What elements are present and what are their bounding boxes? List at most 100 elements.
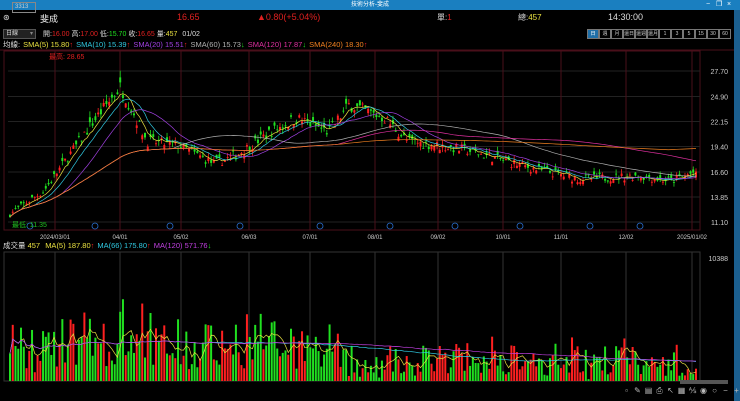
period-button[interactable]: 3 — [671, 29, 683, 39]
history-icon[interactable]: ⊛ — [3, 13, 10, 22]
minimize-button[interactable]: − — [706, 1, 711, 8]
sma-line — [9, 123, 697, 218]
period-button[interactable]: 月 — [611, 29, 623, 39]
period-select[interactable]: 日線 ▾ — [3, 29, 36, 39]
price-volume-chart[interactable]: 27.70 24.90 22.15 19.40 16.60 13.85 11.10 2024/… — [0, 0, 734, 386]
candle-body — [80, 140, 83, 142]
candle-body — [99, 109, 102, 115]
candle-body — [590, 178, 593, 180]
candle-body — [400, 134, 403, 137]
candle-body — [237, 154, 240, 156]
candle-body — [273, 122, 276, 126]
candle-body — [168, 141, 171, 145]
event-marker-icon — [386, 222, 394, 230]
candle-body — [182, 143, 185, 149]
candle-body — [692, 169, 695, 173]
volume-bar — [20, 327, 23, 381]
zoom-in-icon[interactable]: + — [734, 386, 739, 395]
candle-body — [179, 146, 182, 149]
period-button[interactable]: 週 — [599, 29, 611, 39]
cursor-icon[interactable]: ↖ — [667, 386, 674, 395]
candle-body — [650, 181, 653, 183]
restore-button[interactable]: ❐ — [716, 1, 723, 8]
symbol-input[interactable]: 3313 — [12, 2, 36, 13]
indicator-icon[interactable]: ⅍ — [688, 386, 697, 395]
candle-body — [61, 157, 64, 162]
volume-bar — [53, 331, 56, 381]
candle-body — [256, 139, 259, 144]
volume-bar — [593, 354, 596, 381]
vertical-scrollbar[interactable] — [734, 10, 740, 401]
window-title: 技術分析-斐成 — [351, 2, 389, 8]
candle-body — [408, 133, 411, 138]
volume-bar — [199, 358, 202, 381]
horizontal-scrollbar[interactable] — [680, 380, 728, 384]
eye-icon[interactable]: ◉ — [700, 386, 707, 395]
volume-bar — [367, 372, 370, 381]
x-tick-label: 04/01 — [112, 235, 128, 241]
candle-body — [681, 175, 684, 177]
grid-icon[interactable]: ▦ — [677, 386, 686, 395]
period-button[interactable]: 日 — [587, 29, 599, 39]
volume-bar — [262, 349, 265, 381]
candle-body — [75, 140, 78, 145]
volume-bar — [353, 372, 356, 381]
page-icon[interactable]: ▫ — [625, 386, 628, 395]
volume-bar — [290, 328, 293, 381]
period-button[interactable]: 15 — [695, 29, 707, 39]
volume-bar — [143, 357, 146, 381]
volume-bar — [64, 362, 67, 381]
x-tick-label: 05/02 — [173, 235, 189, 241]
period-button[interactable]: 還月 — [647, 29, 659, 39]
volume-max-label: 10388 — [709, 256, 729, 263]
candle-body — [44, 186, 47, 189]
candle-body — [210, 159, 213, 163]
volume-bar — [628, 364, 631, 381]
volume-bar — [80, 336, 83, 381]
candle-body — [471, 147, 474, 149]
x-tick-label: 2025/01/02 — [677, 235, 708, 241]
volume-bar — [210, 325, 213, 381]
x-tick-label: 07/01 — [302, 235, 318, 241]
volume-bar — [28, 350, 31, 381]
volume-bar — [182, 355, 185, 381]
volume-bar — [430, 363, 433, 381]
volume-bar — [94, 337, 97, 381]
volume-bar — [14, 346, 17, 381]
list-icon[interactable]: ▤ — [644, 386, 653, 395]
period-button[interactable]: 還週 — [635, 29, 647, 39]
trend-arrow: ↑ — [126, 40, 131, 49]
candle-body — [50, 181, 53, 183]
print-icon[interactable]: ⎙ — [656, 386, 663, 395]
candle-body — [612, 179, 615, 183]
period-button[interactable]: 5 — [683, 29, 695, 39]
close-button[interactable]: × — [727, 1, 732, 8]
candle-body — [155, 143, 158, 145]
candle-body — [402, 133, 405, 135]
volume-bar — [617, 350, 620, 381]
volume-bar — [427, 350, 430, 381]
volume-bar — [438, 346, 441, 381]
period-button[interactable]: 1 — [659, 29, 671, 39]
candle-body — [113, 96, 116, 98]
candle-body — [22, 202, 25, 204]
volume-bar — [433, 371, 436, 381]
candle-body — [493, 156, 496, 159]
volume-ma-line — [9, 338, 697, 362]
candle-body — [64, 158, 67, 161]
period-button[interactable]: 60 — [719, 29, 731, 39]
candle-body — [91, 123, 94, 126]
volume-bar — [631, 346, 634, 381]
draw-icon[interactable]: ✎ — [634, 386, 641, 395]
candle-body — [108, 101, 111, 106]
period-button[interactable]: 還日 — [623, 29, 635, 39]
zoom-out-icon[interactable]: − — [723, 386, 728, 395]
clock: 14:30:00 — [608, 12, 644, 22]
volume-bar — [124, 355, 127, 381]
period-button[interactable]: 30 — [707, 29, 719, 39]
volume-bar — [314, 336, 317, 381]
candle-body — [449, 144, 452, 147]
volume-bar — [560, 368, 563, 381]
volume-bar — [72, 323, 75, 381]
refresh-icon[interactable]: ○ — [712, 386, 717, 395]
